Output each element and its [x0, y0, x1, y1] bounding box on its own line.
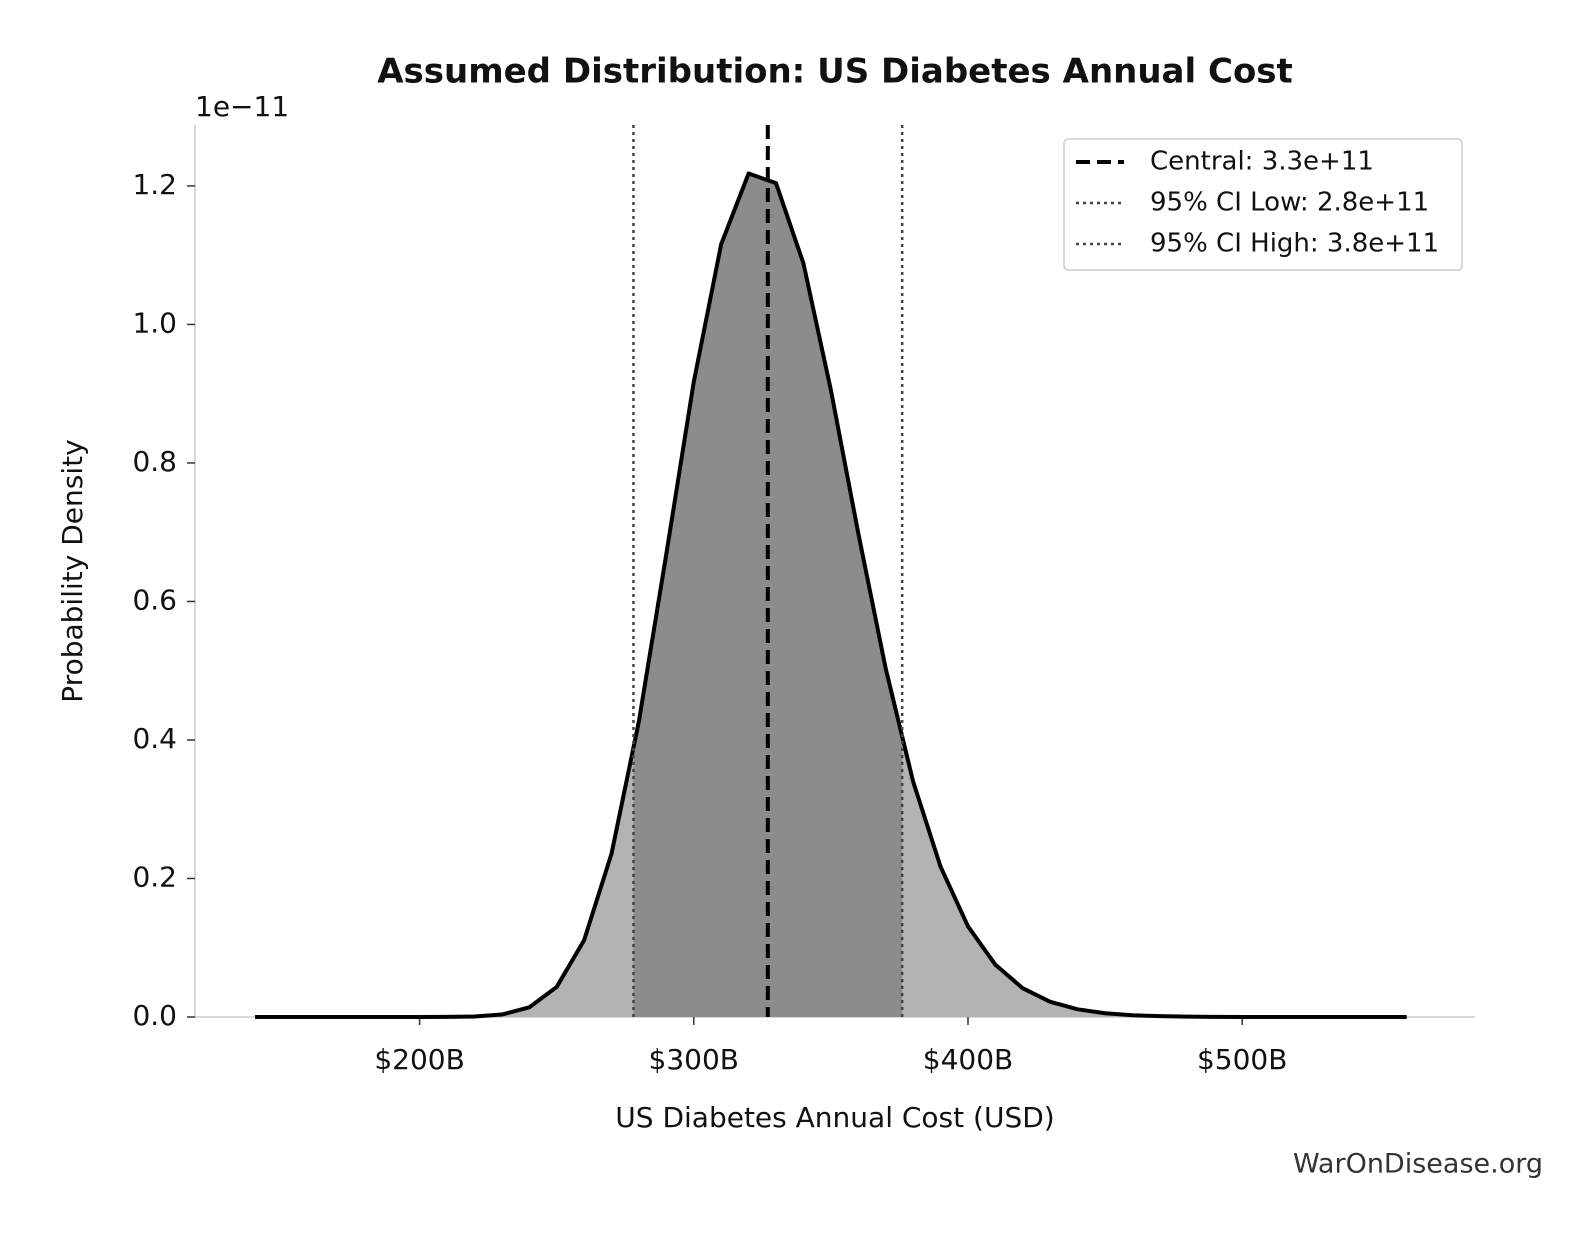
ci-area — [633, 173, 903, 1017]
legend-label: Central: 3.3e+11 — [1150, 147, 1374, 177]
y-tick-label: 0.2 — [132, 860, 177, 893]
x-tick-label: $300B — [649, 1043, 739, 1076]
density-line — [255, 171, 1407, 1019]
legend-label: 95% CI Low: 2.8e+11 — [1150, 188, 1429, 218]
legend-label: 95% CI High: 3.8e+11 — [1150, 229, 1439, 259]
x-tick-label: $200B — [374, 1043, 464, 1076]
x-tick-label: $400B — [923, 1043, 1013, 1076]
y-tick-label: 0.8 — [132, 445, 177, 478]
y-tick-label: 0.6 — [132, 583, 177, 616]
chart-title: Assumed Distribution: US Diabetes Annual… — [377, 52, 1293, 92]
y-offset-label: 1e−11 — [195, 90, 289, 123]
y-tick-label: 0.4 — [132, 722, 177, 755]
x-axis-label: US Diabetes Annual Cost (USD) — [615, 1101, 1054, 1134]
watermark: WarOnDisease.org — [1293, 1149, 1543, 1180]
legend-box — [1063, 138, 1463, 271]
y-tick-label: 0.0 — [132, 999, 177, 1032]
y-axis-label: Probability Density — [56, 439, 89, 702]
x-tick-label: $500B — [1197, 1043, 1287, 1076]
y-tick-label: 1.2 — [132, 168, 177, 201]
y-tick-label: 1.0 — [132, 306, 177, 339]
